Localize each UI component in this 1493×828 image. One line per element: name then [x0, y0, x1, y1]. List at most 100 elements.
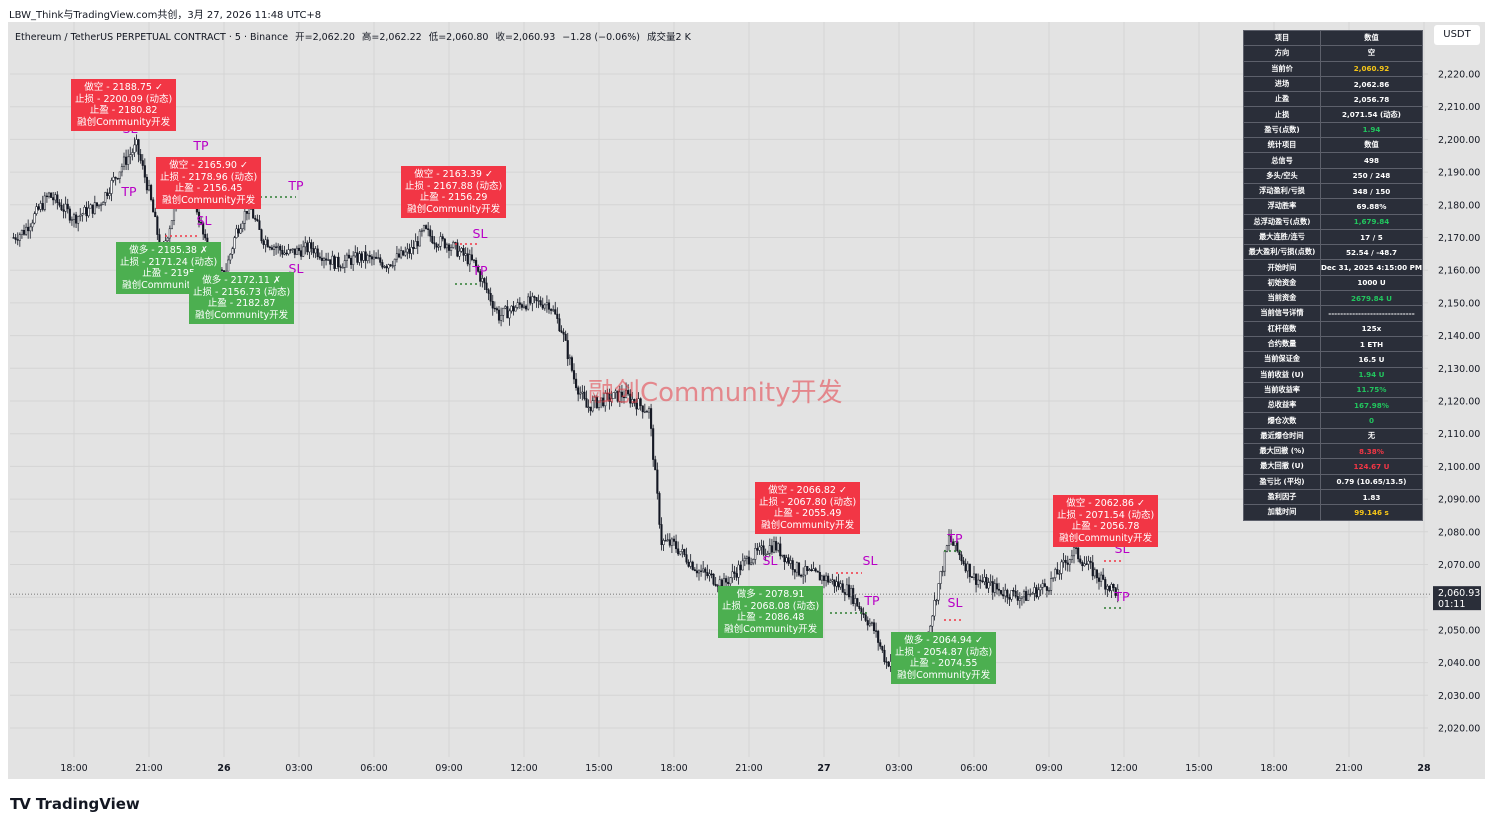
trade-label-line: 止损 - 2167.88 (动态): [405, 180, 503, 192]
candle-body: [389, 264, 392, 266]
candle-body: [154, 211, 157, 218]
y-tick-label: 2,090.00: [1438, 495, 1480, 506]
y-tick-label: 2,110.00: [1438, 429, 1480, 440]
candle-body: [1068, 559, 1071, 565]
x-tick-label: 09:00: [435, 763, 462, 774]
candle-body: [795, 562, 798, 573]
trade-label-line: 止盈 - 2086.48: [736, 612, 805, 623]
candle-body: [806, 566, 809, 571]
candle-body: [1045, 586, 1048, 591]
stats-label: 多头/空头: [1243, 167, 1321, 184]
candle-body: [100, 204, 103, 206]
watermark-text: 融创Community开发: [588, 378, 843, 408]
candle-body: [125, 156, 128, 165]
candle-body: [691, 561, 694, 570]
stats-row: 总信号 498: [1243, 152, 1424, 169]
stats-label: 总浮动盈亏(点数): [1243, 213, 1321, 230]
candle-body: [1116, 589, 1119, 596]
ohlc-close: 收=2,060.93: [495, 32, 556, 43]
candle-body: [687, 561, 690, 567]
candle-body: [89, 204, 92, 209]
candle-body: [447, 244, 451, 251]
trade-label-line: 融创Community开发: [724, 623, 818, 635]
stats-value: 1.83: [1319, 488, 1424, 506]
candle-body: [822, 575, 826, 581]
candle-body: [391, 265, 394, 267]
candle-body: [700, 570, 703, 572]
candle-body: [77, 216, 80, 224]
candle-body: [545, 302, 548, 306]
candle-body: [120, 166, 123, 173]
stats-value: 11.75%: [1319, 381, 1424, 399]
stats-value: 125x: [1319, 320, 1424, 337]
candle-body: [1037, 589, 1040, 598]
x-tick-label: 06:00: [960, 763, 987, 774]
candle-body: [850, 588, 853, 598]
candle-body: [385, 266, 388, 269]
trade-label-line: 做空 - 2066.82 ✓: [768, 485, 847, 496]
stats-row: 浮动胜率 69.88%: [1243, 198, 1424, 215]
candle-body: [754, 548, 757, 560]
candle-body: [287, 249, 290, 255]
candle-body: [714, 583, 717, 586]
trade-label-line: 做多 - 2078.91: [736, 589, 805, 600]
candle-body: [62, 209, 65, 212]
candle-body: [658, 493, 661, 525]
candle-body: [489, 293, 492, 302]
candle-body: [741, 560, 744, 571]
candle-body: [747, 556, 751, 565]
stats-label: 盈亏比 (平均): [1243, 473, 1321, 490]
candle-body: [1110, 584, 1113, 591]
x-tick-label: 12:00: [1110, 763, 1137, 774]
tradingview-brand[interactable]: TV TradingView: [10, 795, 140, 813]
candle-body: [308, 242, 311, 253]
candle-body: [1062, 559, 1065, 563]
candle-body: [431, 235, 434, 244]
candle-body: [800, 574, 803, 577]
trade-label-line: 止盈 - 2182.87: [207, 298, 276, 309]
candle-body: [16, 239, 19, 241]
candle-body: [318, 256, 321, 259]
candle-body: [962, 560, 965, 564]
candle-body: [168, 228, 171, 239]
candle-body: [437, 246, 440, 248]
candle-body: [514, 307, 517, 312]
currency-button[interactable]: USDT: [1434, 25, 1480, 45]
stats-value: 1 ETH: [1319, 335, 1424, 353]
candle-body: [331, 255, 334, 265]
candle-body: [393, 258, 396, 266]
candle-body: [204, 233, 207, 239]
stats-row: 当前价 2,060.92: [1243, 60, 1424, 77]
candle-body: [660, 524, 663, 545]
stats-value: 99.146 s: [1319, 504, 1424, 521]
candle-body: [272, 246, 276, 250]
candle-body: [570, 357, 573, 371]
candle-body: [954, 541, 957, 546]
candle-body: [616, 390, 619, 402]
candle-body: [785, 557, 788, 563]
y-tick-label: 2,160.00: [1438, 266, 1480, 277]
take-profit-marker: TP: [120, 184, 137, 199]
x-tick-label: 03:00: [885, 763, 912, 774]
candle-body: [477, 266, 480, 272]
short-trade-label: 做空 - 2163.39 ✓ 止损 - 2167.88 (动态) 止盈 - 2156…: [401, 166, 507, 218]
candle-body: [564, 333, 567, 341]
stats-row: 最近爆仓时间无: [1243, 427, 1424, 445]
stats-row: 杠杆倍数 125x: [1243, 320, 1424, 337]
candle-body: [552, 309, 555, 311]
candle-body: [47, 192, 51, 197]
candle-body: [39, 203, 42, 210]
y-tick-label: 2,070.00: [1438, 560, 1480, 571]
volume-value: 成交量2 K: [647, 32, 691, 43]
symbol-name[interactable]: Ethereum / TetherUS PERPETUAL CONTRACT ·…: [15, 32, 289, 43]
candle-body: [766, 552, 769, 555]
candle-body: [706, 572, 709, 577]
trade-label-line: 融创Community开发: [195, 309, 289, 321]
candle-body: [500, 315, 503, 321]
candle-body: [847, 584, 851, 598]
candle-body: [329, 259, 332, 265]
candle-body: [58, 202, 61, 206]
candle-body: [197, 211, 201, 223]
candle-body: [737, 564, 740, 578]
